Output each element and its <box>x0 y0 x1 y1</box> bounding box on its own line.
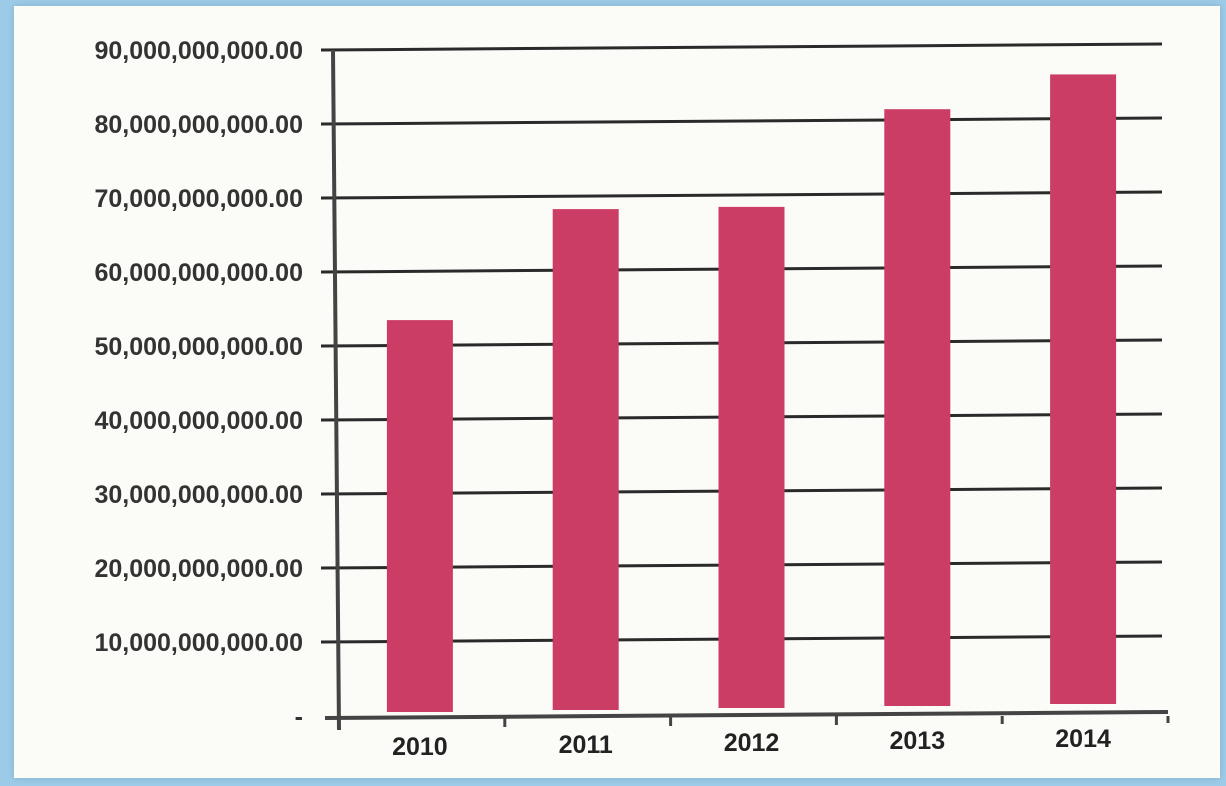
x-tick-labels: 2010 2011 2012 2013 2014 <box>392 725 1111 761</box>
y-tick-label: - <box>295 703 303 731</box>
y-tick-label: 20,000,000,000.00 <box>94 555 303 583</box>
gridline <box>320 190 1163 200</box>
bar-2013 <box>884 109 951 706</box>
y-tick-label: 40,000,000,000.00 <box>94 407 303 435</box>
x-tick-label: 2014 <box>1055 725 1111 753</box>
bar-2010 <box>386 320 453 712</box>
y-tick-label: 60,000,000,000.00 <box>94 259 303 287</box>
x-tick-label: 2011 <box>559 731 613 759</box>
bar-2012 <box>718 206 785 708</box>
bar-2011 <box>552 209 619 710</box>
x-axis <box>324 710 1169 720</box>
y-tick-label: 30,000,000,000.00 <box>94 481 303 509</box>
x-tick-label: 2010 <box>392 733 448 761</box>
y-tick-label: 50,000,000,000.00 <box>94 333 303 361</box>
y-tick-label: 10,000,000,000.00 <box>94 629 303 657</box>
y-tick-label: 90,000,000,000.00 <box>94 37 303 65</box>
y-tick-label: 80,000,000,000.00 <box>94 111 303 139</box>
gridline <box>320 116 1163 126</box>
gridline <box>320 42 1163 52</box>
x-tick-label: 2012 <box>724 729 780 757</box>
y-axis <box>331 49 341 731</box>
y-tick-label: 70,000,000,000.00 <box>94 185 303 213</box>
y-tick-labels: - 10,000,000,000.00 20,000,000,000.00 30,00… <box>94 37 303 731</box>
bars <box>386 74 1117 712</box>
axes <box>324 49 1170 731</box>
x-tick-label: 2013 <box>889 727 945 755</box>
bar-2014 <box>1050 74 1117 705</box>
